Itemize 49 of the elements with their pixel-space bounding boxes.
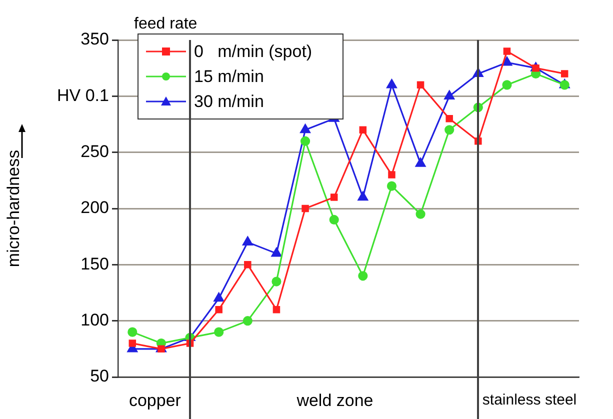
point (215, 306, 222, 314)
point (330, 194, 338, 201)
point (359, 126, 367, 134)
text: copper (128, 391, 182, 410)
legend-title: feed rate (134, 15, 198, 32)
legend-label: 0 m/min (spot) (194, 42, 312, 62)
point (358, 271, 368, 281)
point (128, 327, 138, 337)
y-tick-label: 200 (80, 198, 109, 218)
point (560, 70, 568, 78)
point (444, 90, 454, 100)
y-tick-label: 50 (90, 366, 109, 386)
legend-label: 30 m/min (194, 92, 264, 112)
point (503, 48, 511, 55)
point (329, 214, 339, 225)
point (446, 115, 453, 122)
point (272, 276, 282, 286)
point (300, 124, 310, 134)
point (272, 306, 280, 314)
point (214, 292, 224, 302)
point (388, 171, 396, 178)
point (532, 64, 540, 72)
y-axis-title: micro-hardness (4, 150, 23, 268)
point (415, 158, 426, 167)
point (242, 236, 253, 246)
point (128, 340, 136, 347)
text: stainless steel (482, 392, 577, 409)
point (158, 345, 165, 353)
y-tick-label: 250 (80, 142, 109, 162)
point (302, 204, 309, 212)
point (358, 191, 368, 201)
point (502, 80, 512, 90)
point (386, 79, 397, 88)
point (242, 316, 252, 326)
point (244, 261, 252, 268)
point (271, 248, 282, 257)
point (300, 136, 310, 146)
point (416, 209, 426, 219)
y-tick-label: 100 (80, 310, 109, 330)
point (386, 181, 397, 191)
point (502, 56, 512, 66)
point (416, 81, 424, 89)
legend-label: 15 m/min (194, 67, 264, 86)
text: weld zone (296, 391, 374, 410)
point (444, 125, 454, 135)
y-tick-label: 150 (80, 254, 109, 274)
y-tick-label: HV 0.1 (57, 86, 109, 105)
y-tick-label: 350 (80, 30, 109, 49)
point (214, 327, 224, 337)
